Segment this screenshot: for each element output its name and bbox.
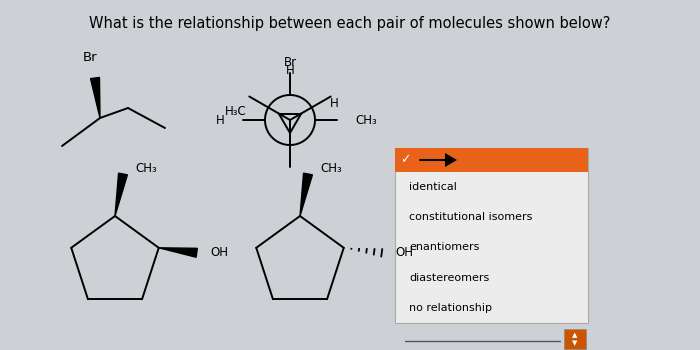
- Polygon shape: [300, 173, 312, 216]
- Polygon shape: [445, 153, 457, 167]
- FancyBboxPatch shape: [395, 148, 588, 323]
- Text: constitutional isomers: constitutional isomers: [409, 212, 533, 222]
- Polygon shape: [115, 173, 127, 216]
- Text: Br: Br: [83, 51, 97, 64]
- Text: ✓: ✓: [400, 154, 410, 167]
- Text: ▲: ▲: [573, 332, 577, 338]
- Text: diastereomers: diastereomers: [409, 273, 489, 283]
- FancyBboxPatch shape: [564, 329, 586, 349]
- Text: no relationship: no relationship: [409, 303, 492, 313]
- Polygon shape: [159, 248, 197, 257]
- Text: Br: Br: [284, 56, 297, 70]
- Polygon shape: [90, 77, 100, 118]
- Text: CH₃: CH₃: [135, 162, 157, 175]
- Text: What is the relationship between each pair of molecules shown below?: What is the relationship between each pa…: [90, 16, 610, 31]
- Text: enantiomers: enantiomers: [409, 243, 480, 252]
- Text: ▼: ▼: [573, 341, 577, 346]
- Text: H: H: [216, 113, 225, 126]
- FancyBboxPatch shape: [395, 148, 588, 172]
- Text: CH₃: CH₃: [355, 113, 377, 126]
- Text: H₃C: H₃C: [225, 105, 246, 118]
- Text: OH: OH: [211, 246, 229, 259]
- Text: OH: OH: [395, 246, 414, 259]
- Text: identical: identical: [409, 182, 457, 192]
- Text: H: H: [286, 64, 295, 77]
- Text: CH₃: CH₃: [320, 162, 342, 175]
- Text: H: H: [330, 97, 338, 110]
